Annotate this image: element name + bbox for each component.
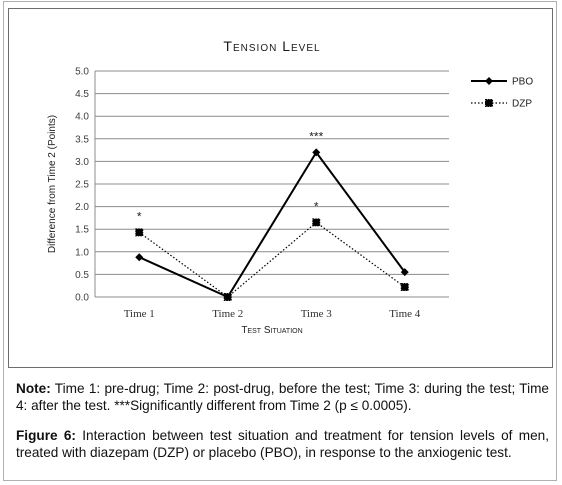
y-tick-label: 1.0: [75, 247, 89, 258]
y-tick-label: 0.0: [75, 293, 89, 304]
data-point-dzp: [135, 228, 144, 237]
figure-text: Interaction between test situation and t…: [16, 428, 549, 460]
y-tick-label: 3.5: [75, 134, 89, 145]
y-tick-label: 4.5: [75, 89, 89, 100]
y-tick-label: 4.0: [75, 112, 89, 123]
data-point-pbo: [312, 148, 321, 157]
chart-panel: Tension Level 0.0 0.5 1.0 1.5 2.0 2.5 3.0 3.5 4.…: [8, 8, 553, 368]
significance-annotation: *: [137, 209, 142, 223]
figure-box: [3, 1, 557, 481]
x-axis-label: Test Situation: [241, 325, 302, 336]
y-tick-label: 3.0: [75, 157, 89, 168]
y-tick-label: 2.0: [75, 202, 89, 213]
line-chart: Tension Level 0.0 0.5 1.0 1.5 2.0 2.5 3.0 3.5 4.…: [47, 38, 533, 336]
data-point-dzp: [312, 218, 321, 227]
y-tick-label: 5.0: [75, 67, 89, 78]
data-point-pbo: [135, 253, 144, 262]
series-layer: [135, 148, 409, 301]
legend-marker-dzp: [485, 99, 493, 107]
y-tick-label: 0.5: [75, 270, 89, 281]
series-dzp: [135, 218, 409, 301]
figure-label: Figure 6:: [16, 428, 76, 443]
y-tick-label: 1.5: [75, 225, 89, 236]
legend-label-pbo: PBO: [512, 77, 533, 88]
series-line-pbo: [138, 150, 406, 299]
x-tick-label: Time 2: [212, 308, 243, 320]
chart-title: Tension Level: [223, 38, 320, 54]
x-tick-label: Time 4: [389, 308, 421, 320]
legend: PBO DZP: [471, 77, 533, 110]
note-label: Note:: [16, 381, 51, 396]
series-pbo: [135, 148, 409, 301]
annotation-layer: *****: [137, 129, 324, 223]
significance-annotation: ***: [309, 129, 323, 143]
legend-label-dzp: DZP: [512, 99, 532, 110]
note-text: Time 1: pre-drug; Time 2: post-drug, bef…: [16, 381, 549, 413]
series-line-dzp: [138, 221, 406, 298]
figure-caption: Figure 6: Interaction between test situa…: [16, 427, 549, 461]
y-tick-labels: 0.0 0.5 1.0 1.5 2.0 2.5 3.0 3.5 4.0 4.5 5.0: [75, 67, 89, 304]
x-tick-labels: Time 1 Time 2 Time 3 Time 4: [124, 308, 421, 320]
significance-annotation: *: [314, 199, 319, 213]
grid-lines: [94, 70, 449, 298]
data-point-dzp: [400, 283, 409, 292]
y-axis-label: Difference from Time 2 (Points): [47, 115, 58, 253]
x-tick-label: Time 3: [301, 308, 333, 320]
y-tick-label: 2.5: [75, 180, 89, 191]
x-tick-label: Time 1: [124, 308, 155, 320]
data-point-pbo: [400, 268, 409, 277]
note-caption: Note: Time 1: pre-drug; Time 2: post-dru…: [16, 380, 549, 414]
legend-marker-pbo: [485, 77, 493, 85]
data-point-dzp: [223, 293, 232, 301]
